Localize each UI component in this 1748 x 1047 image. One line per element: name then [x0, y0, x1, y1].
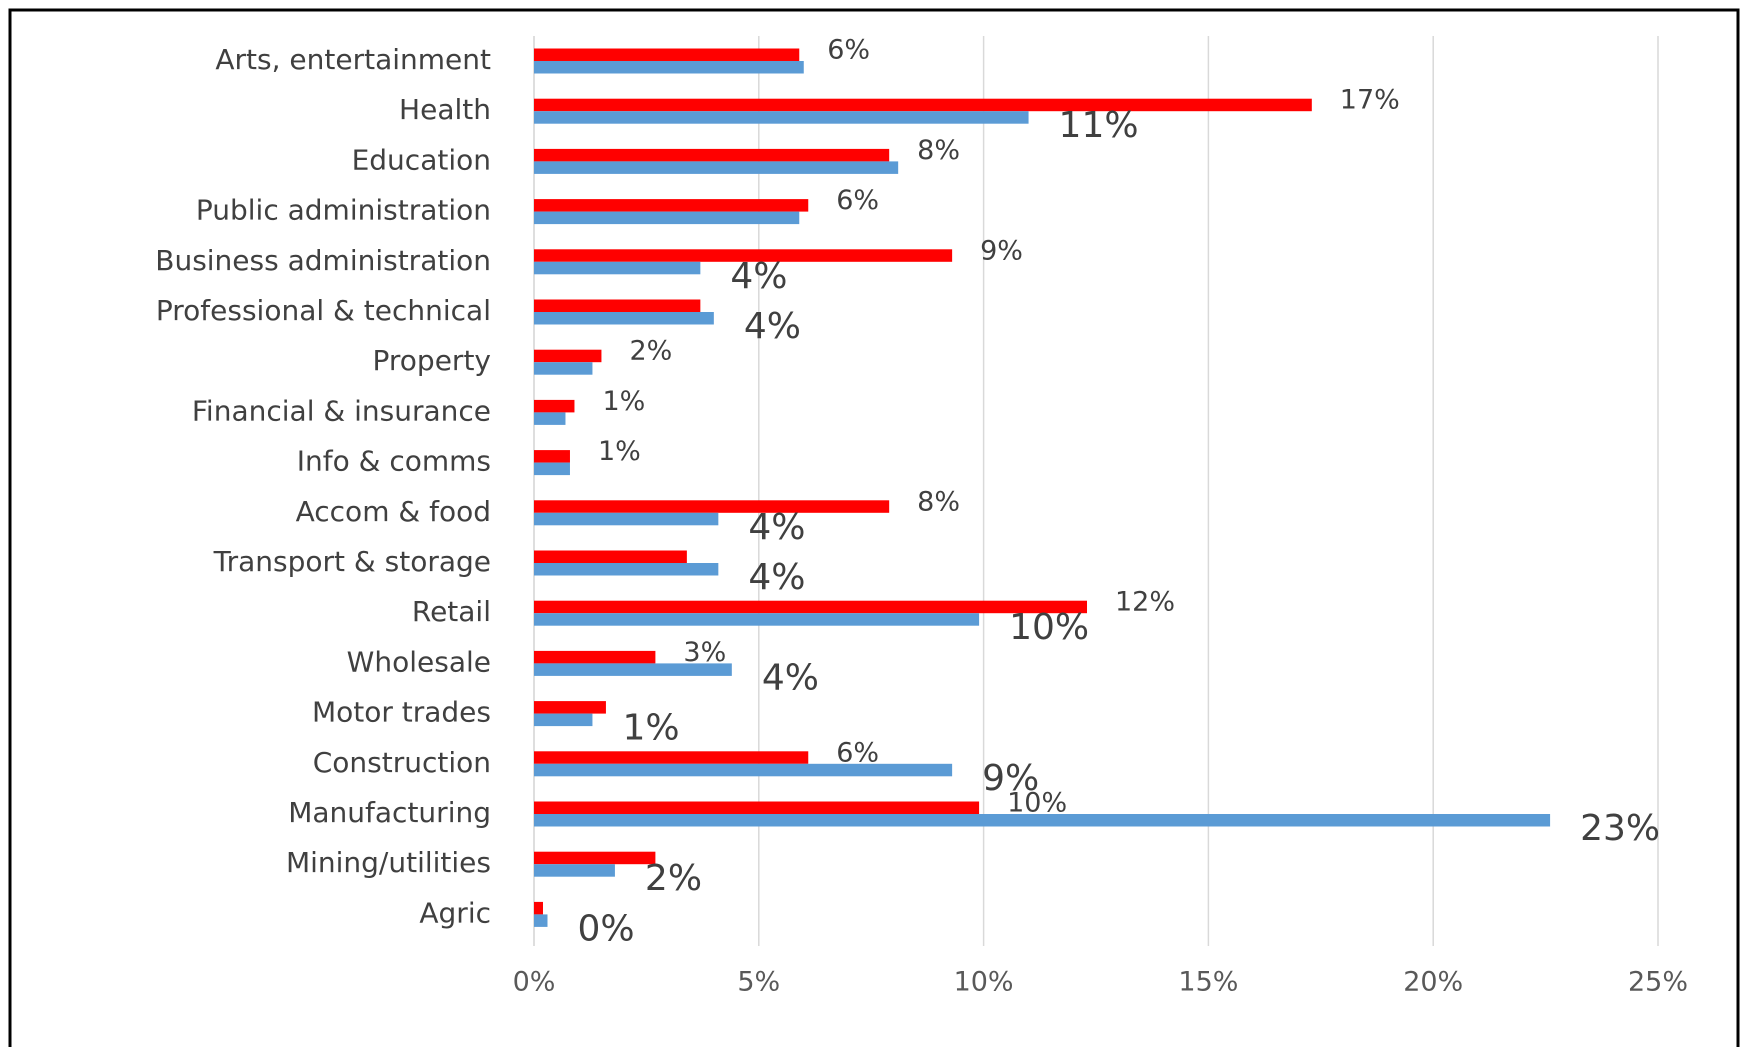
value-label: 4% [748, 557, 805, 598]
bar [534, 701, 606, 714]
value-label: 6% [836, 185, 879, 216]
category-label: Manufacturing [288, 796, 491, 829]
value-label: 4% [744, 306, 801, 347]
value-label: 12% [1115, 587, 1175, 618]
bar [534, 349, 602, 363]
category-label: Property [373, 344, 491, 377]
bar [534, 500, 890, 513]
value-label: 17% [1340, 85, 1400, 116]
bar [534, 48, 800, 61]
bar [534, 148, 890, 162]
bar [534, 613, 980, 626]
category-label: Construction [313, 746, 491, 779]
category-label: Wholesale [347, 645, 491, 678]
category-label: Info & comms [297, 445, 491, 478]
x-tick-label: 20% [1403, 967, 1463, 998]
bar [534, 261, 701, 275]
bar [534, 914, 548, 927]
value-label: 10% [1009, 607, 1089, 648]
bar [534, 98, 1312, 112]
bar [534, 763, 953, 777]
bar [534, 161, 899, 174]
x-tick-label: 10% [954, 967, 1014, 998]
value-label: 6% [836, 737, 879, 768]
bar [534, 713, 593, 727]
category-label: Arts, entertainment [215, 43, 491, 76]
value-label: 1% [598, 436, 641, 467]
category-label: Public administration [196, 194, 491, 227]
bar [534, 563, 719, 576]
bar [534, 450, 570, 463]
bar [534, 249, 953, 262]
bar [534, 199, 809, 212]
value-label: 1% [602, 386, 645, 417]
x-tick-label: 5% [737, 967, 780, 998]
category-label: Health [399, 93, 491, 126]
value-label: 23% [1580, 808, 1660, 849]
value-label: 9% [980, 235, 1023, 266]
value-label: 1% [622, 708, 679, 749]
bar [534, 751, 809, 764]
bar [534, 299, 701, 312]
value-label: 8% [917, 135, 960, 166]
bar [534, 901, 543, 915]
category-label: Retail [412, 595, 491, 628]
frame [8, 8, 1740, 1047]
bar [534, 312, 714, 325]
bar [534, 362, 593, 375]
bar [534, 462, 570, 476]
category-label: Agric [419, 896, 491, 929]
category-label: Business administration [155, 244, 491, 277]
value-label: 3% [683, 637, 726, 668]
category-label: Accom & food [296, 495, 491, 528]
value-label: 4% [748, 507, 805, 548]
x-tick-label: 15% [1178, 967, 1238, 998]
bar [534, 663, 732, 676]
bar [534, 550, 687, 563]
bar [534, 851, 656, 865]
x-tick-label: 0% [513, 967, 556, 998]
value-label: 8% [917, 486, 960, 517]
value-label: 11% [1059, 105, 1139, 146]
bar [534, 61, 804, 74]
category-label: Mining/utilities [286, 846, 491, 879]
category-label: Professional & technical [156, 294, 491, 327]
value-label: 4% [762, 657, 819, 698]
bar [534, 211, 800, 225]
category-label: Financial & insurance [192, 394, 491, 427]
bar [534, 650, 656, 664]
category-label: Motor trades [312, 696, 491, 729]
value-label: 4% [730, 256, 787, 297]
x-tick-label: 25% [1628, 967, 1688, 998]
bar [534, 111, 1029, 124]
value-label: 10% [1007, 788, 1067, 819]
value-label: 0% [577, 908, 634, 949]
bar [534, 801, 980, 814]
category-label: Education [352, 143, 491, 176]
value-label: 9% [982, 758, 1039, 799]
bar [534, 864, 615, 877]
bar [534, 399, 575, 413]
value-label: 2% [629, 336, 672, 367]
bar [534, 600, 1088, 614]
bar [534, 512, 719, 526]
bar [534, 412, 566, 425]
bar [534, 814, 1551, 827]
value-label: 2% [645, 858, 702, 899]
category-label: Transport & storage [213, 545, 491, 578]
value-label: 6% [827, 35, 870, 66]
